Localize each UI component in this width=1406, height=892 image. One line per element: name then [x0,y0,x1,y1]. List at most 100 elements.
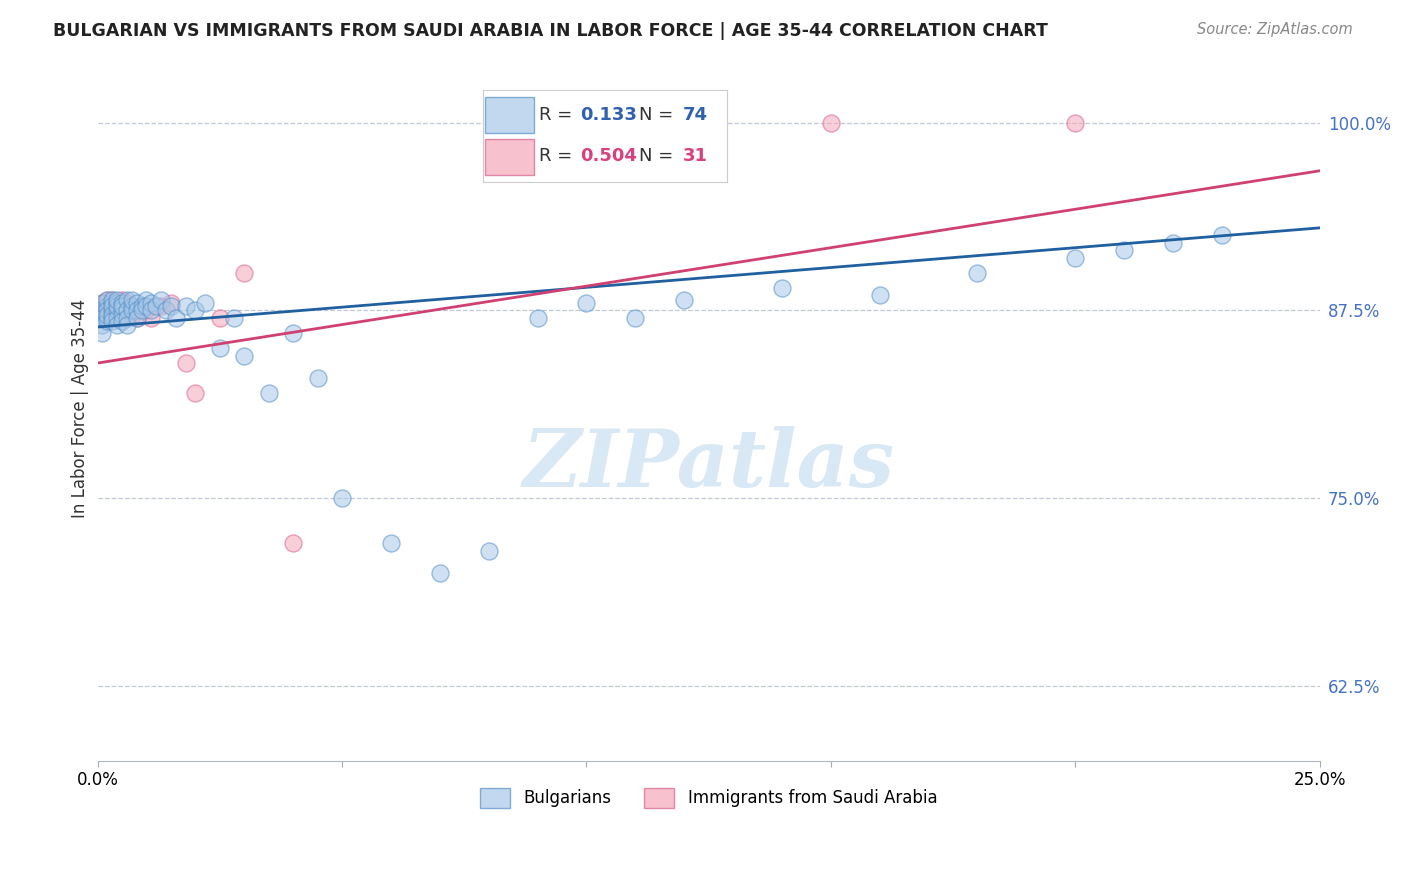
Point [1211,228,1233,243]
Point [111,308,134,322]
Point [111,310,134,325]
Point [111,293,134,307]
Point [184,386,207,401]
Point [1064,251,1087,265]
Point [105,303,128,318]
Point [1114,244,1136,258]
Point [478,543,501,558]
Point [91,310,114,325]
Point [575,296,598,310]
Point [141,296,163,310]
Point [101,310,124,325]
Point [233,349,256,363]
Point [184,303,207,318]
Point [105,318,128,333]
Point [526,310,548,325]
Point [820,116,842,130]
Point [233,266,256,280]
Point [141,303,163,318]
Point [105,310,128,325]
Point [101,314,124,328]
Point [125,310,148,325]
Point [96,310,118,325]
Point [111,299,134,313]
Point [160,296,183,310]
Point [281,326,304,340]
Point [91,296,114,310]
Point [224,310,246,325]
Point [160,299,183,313]
Point [307,371,329,385]
Point [429,566,451,581]
Point [105,303,128,318]
Point [91,326,114,340]
Point [174,356,197,370]
Point [115,296,138,310]
Point [257,386,280,401]
Point [150,293,173,307]
Point [111,303,134,318]
Point [208,341,231,355]
Point [91,303,114,318]
Point [91,318,114,333]
Text: Source: ZipAtlas.com: Source: ZipAtlas.com [1197,22,1353,37]
Point [111,299,134,313]
Point [96,308,118,322]
Point [131,299,153,313]
Point [125,296,148,310]
Point [281,536,304,550]
Point [208,310,231,325]
Point [105,299,128,313]
Point [101,299,124,313]
Point [111,314,134,328]
Point [141,310,163,325]
Point [101,293,124,307]
Point [1064,116,1087,130]
Point [101,296,124,310]
Point [96,314,118,328]
Point [96,308,118,322]
Point [101,303,124,318]
Point [115,318,138,333]
Text: ZIPatlas: ZIPatlas [523,425,894,503]
Point [121,299,143,313]
Point [96,293,118,307]
Point [194,296,217,310]
Point [115,293,138,307]
Point [105,296,128,310]
Point [673,293,696,307]
Text: BULGARIAN VS IMMIGRANTS FROM SAUDI ARABIA IN LABOR FORCE | AGE 35-44 CORRELATION: BULGARIAN VS IMMIGRANTS FROM SAUDI ARABI… [53,22,1049,40]
Point [145,299,167,313]
Point [96,299,118,313]
Point [101,310,124,325]
Point [966,266,988,280]
Point [869,288,891,302]
Point [91,296,114,310]
Point [111,296,134,310]
Y-axis label: In Labor Force | Age 35-44: In Labor Force | Age 35-44 [72,299,89,517]
Point [131,303,153,318]
Point [101,293,124,307]
Point [101,308,124,322]
Point [96,299,118,313]
Point [135,299,157,313]
Point [125,310,148,325]
Point [150,299,173,313]
Point [96,303,118,318]
Point [105,293,128,307]
Point [380,536,402,550]
Point [1161,235,1184,250]
Point [105,299,128,313]
Point [125,303,148,318]
Point [115,303,138,318]
Point [115,303,138,318]
Point [115,310,138,325]
Point [135,293,157,307]
Point [155,303,177,318]
Legend: Bulgarians, Immigrants from Saudi Arabia: Bulgarians, Immigrants from Saudi Arabia [471,780,946,816]
Point [330,491,353,506]
Point [96,293,118,307]
Point [91,303,114,318]
Point [131,299,153,313]
Point [121,303,143,318]
